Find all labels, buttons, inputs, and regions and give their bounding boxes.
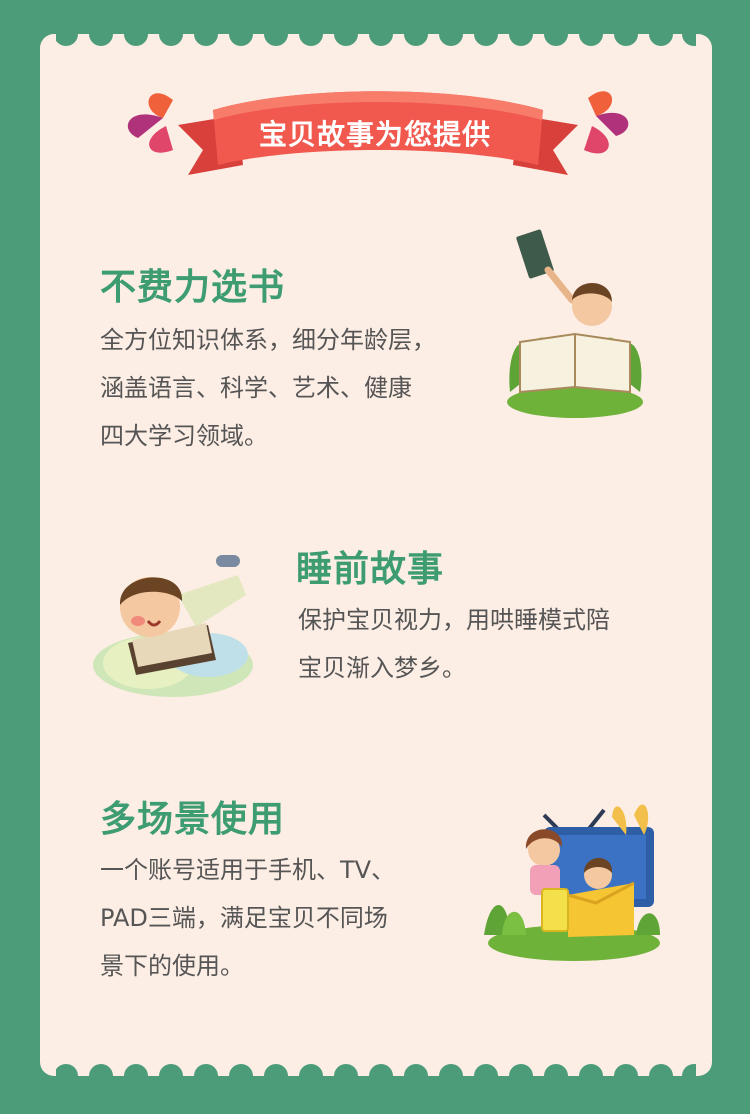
body-line: 保护宝贝视力，用哄睡模式陪 bbox=[298, 606, 610, 634]
section-body-multi-scenario: 一个账号适用于手机、TV、 PAD三端，满足宝贝不同场 景下的使用。 bbox=[100, 846, 395, 990]
body-line: PAD三端，满足宝贝不同场 bbox=[100, 904, 388, 932]
body-line: 全方位知识体系，细分年龄层， bbox=[100, 326, 436, 354]
body-line: 四大学习领域。 bbox=[100, 422, 268, 450]
card-top-scallop-cut bbox=[56, 22, 696, 46]
children-with-tv-and-devices-illustration bbox=[484, 804, 660, 961]
ribbon-banner bbox=[127, 91, 629, 175]
body-line: 宝贝渐入梦乡。 bbox=[298, 654, 466, 682]
section-title-multi-scenario: 多场景使用 bbox=[100, 799, 286, 840]
body-line: 一个账号适用于手机、TV、 bbox=[100, 856, 396, 884]
banner-title: 宝贝故事为您提供 bbox=[258, 118, 491, 151]
card-bottom-scallop bbox=[56, 1064, 696, 1088]
left-leaves-icon bbox=[127, 93, 173, 153]
section-body-bedtime-story: 保护宝贝视力，用哄睡模式陪 宝贝渐入梦乡。 bbox=[298, 596, 610, 692]
child-sleeping-on-book-illustration bbox=[93, 555, 253, 697]
right-leaves-icon bbox=[584, 91, 629, 154]
child-reading-book-illustration bbox=[507, 229, 643, 418]
section-body-easy-book-selection: 全方位知识体系，细分年龄层， 涵盖语言、科学、艺术、健康 四大学习领域。 bbox=[100, 316, 436, 460]
body-line: 景下的使用。 bbox=[100, 952, 244, 980]
body-line: 涵盖语言、科学、艺术、健康 bbox=[100, 374, 412, 402]
section-title-bedtime-story: 睡前故事 bbox=[296, 549, 445, 590]
section-title-easy-book-selection: 不费力选书 bbox=[100, 267, 286, 308]
